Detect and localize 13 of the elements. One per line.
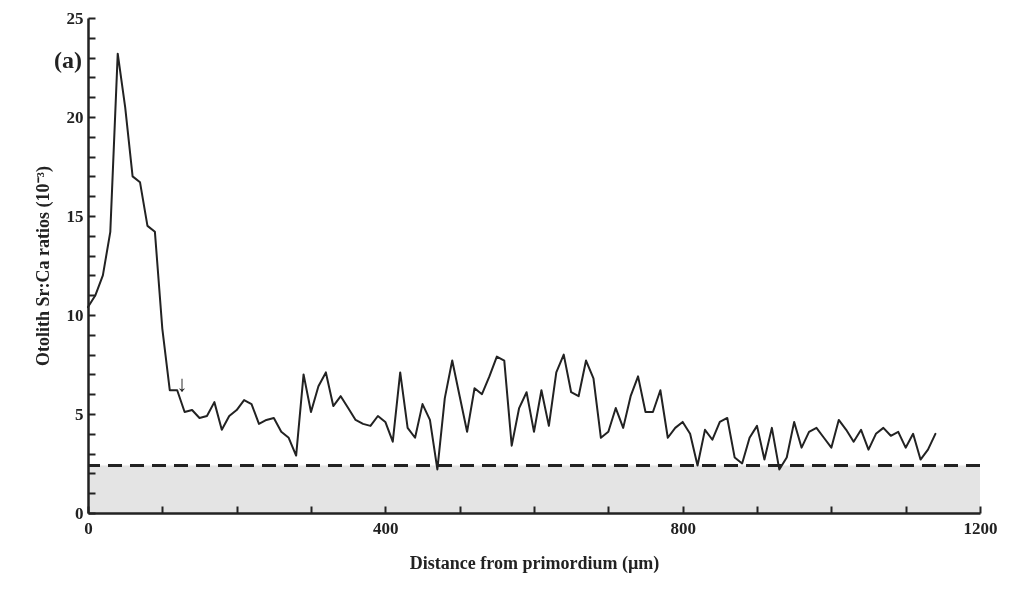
y-tick-label: 5 (75, 404, 84, 424)
y-axis-title: Otolith Sr:Ca ratios (10⁻³) (32, 166, 54, 366)
x-tick-label: 800 (670, 518, 696, 538)
y-tick-label: 20 (66, 107, 84, 127)
y-tick-label: 25 (66, 8, 84, 28)
x-axis-title: Distance from primordium (µm) (409, 552, 660, 574)
y-tick-label: 10 (66, 305, 84, 325)
x-tick-label: 400 (373, 518, 399, 538)
y-tick-label: 0 (75, 503, 84, 523)
x-tick-label: 1200 (963, 518, 998, 538)
y-tick-label: 15 (66, 206, 84, 226)
text: (a) (54, 47, 82, 73)
annotation: ↓ (176, 371, 188, 396)
